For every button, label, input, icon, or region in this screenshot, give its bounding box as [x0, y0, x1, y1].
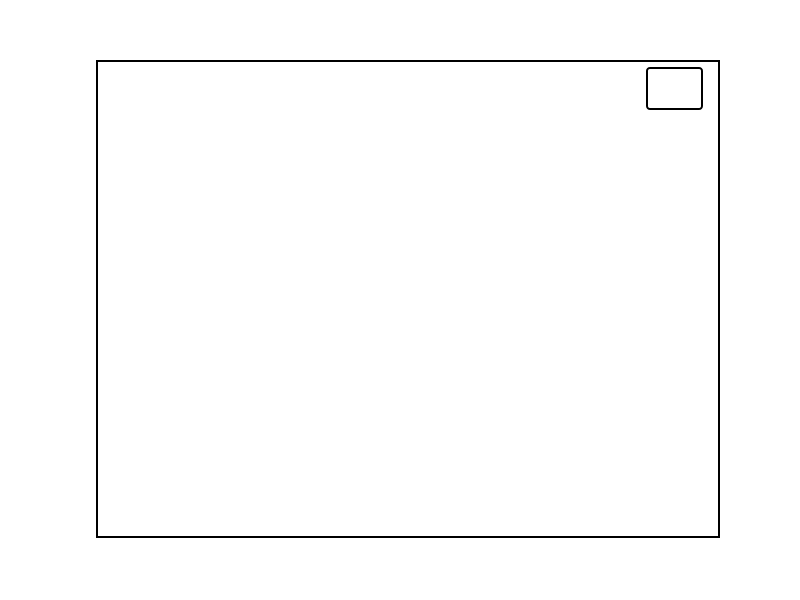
legend: [646, 67, 703, 110]
ticks-layer: [96, 60, 720, 538]
legend-item-fp: [655, 92, 693, 103]
plot-border-top: [96, 60, 720, 62]
plot-border-right: [718, 60, 720, 538]
tp-color-swatch: [655, 74, 684, 85]
fp-color-swatch: [655, 92, 684, 103]
legend-item-tp: [655, 74, 693, 85]
y-axis-line: [96, 60, 98, 538]
x-axis-line: [96, 536, 720, 538]
plot-area: [96, 60, 720, 538]
